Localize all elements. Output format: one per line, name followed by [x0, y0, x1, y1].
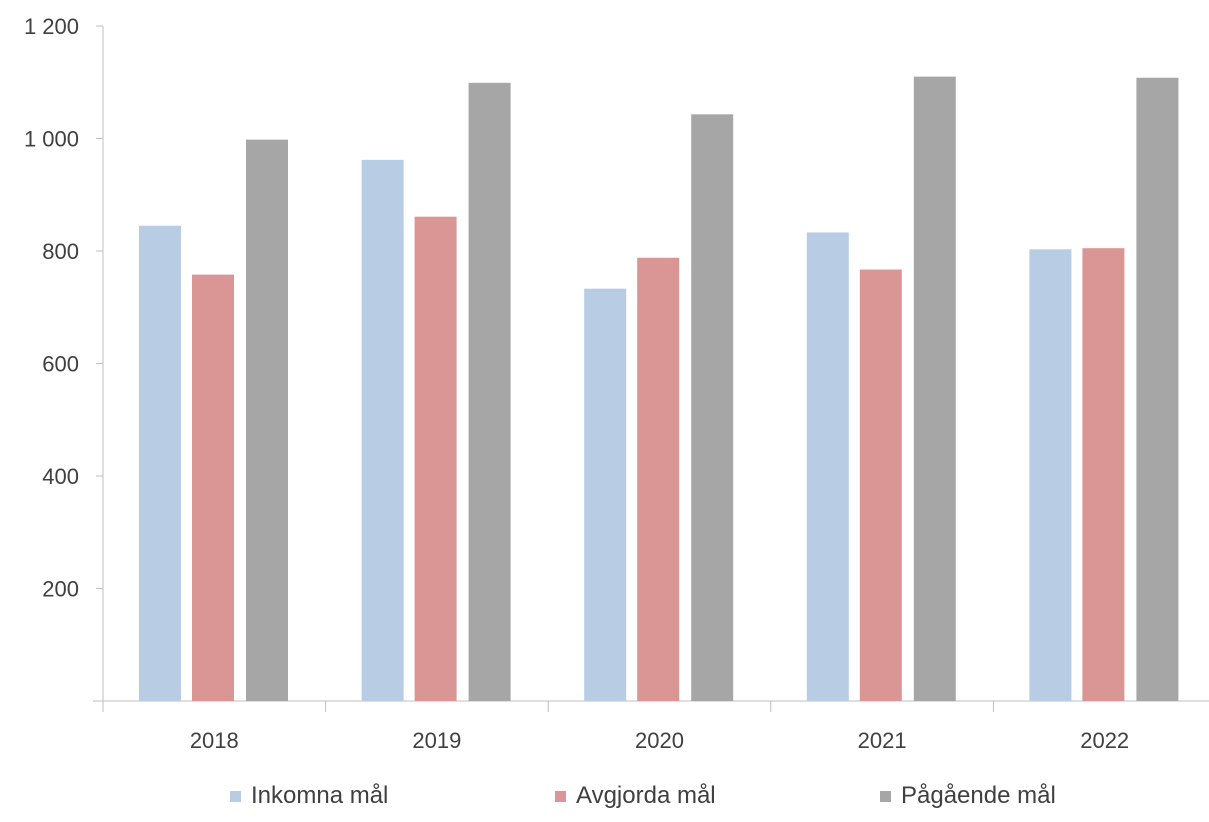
bar-inkomna-2021 [806, 232, 849, 701]
x-tick-label: 2021 [858, 728, 907, 753]
x-axis: 2018 2019 2020 2021 2022 [93, 700, 1209, 753]
bar-avgjorda-2020 [637, 257, 680, 701]
bar-avgjorda-2021 [859, 269, 902, 701]
bar-inkomna-2020 [584, 288, 627, 701]
y-axis: 200 400 600 800 1 000 1 200 [24, 14, 104, 701]
x-tick-label: 2020 [635, 728, 684, 753]
y-tick-label: 400 [42, 464, 79, 489]
legend: Inkomna mål Avgjorda mål Pågående mål [0, 782, 1209, 822]
legend-label-pagaende: Pågående mål [901, 782, 1056, 809]
y-tick-label: 800 [42, 239, 79, 264]
bar-pagaende-2019 [468, 82, 511, 701]
legend-item-avgjorda: Avgjorda mål [555, 782, 716, 810]
legend-label-inkomna: Inkomna mål [251, 782, 389, 809]
y-tick-label: 200 [42, 577, 79, 602]
x-tick-label: 2022 [1080, 728, 1129, 753]
bar-pagaende-2021 [913, 76, 956, 701]
bar-pagaende-2022 [1136, 77, 1179, 701]
legend-item-pagaende: Pågående mål [880, 782, 1056, 810]
legend-item-inkomna: Inkomna mål [230, 782, 388, 810]
legend-swatch-avgjorda [555, 790, 566, 802]
x-tick-label: 2019 [412, 728, 461, 753]
legend-swatch-inkomna [230, 790, 241, 802]
bars [139, 76, 1179, 701]
bar-inkomna-2022 [1029, 249, 1072, 701]
bar-avgjorda-2018 [192, 274, 234, 701]
bar-inkomna-2019 [361, 159, 404, 701]
legend-label-avgjorda: Avgjorda mål [576, 782, 716, 809]
bar-pagaende-2020 [691, 114, 734, 701]
legend-swatch-pagaende [880, 790, 891, 802]
x-tick-label: 2018 [190, 728, 239, 753]
y-tick-label: 1 000 [24, 127, 79, 152]
bar-avgjorda-2022 [1082, 248, 1125, 701]
bar-avgjorda-2019 [414, 216, 457, 701]
y-tick-label: 600 [42, 352, 79, 377]
bar-pagaende-2018 [246, 139, 288, 701]
bar-inkomna-2018 [139, 225, 181, 701]
y-tick-label: 1 200 [24, 14, 79, 39]
